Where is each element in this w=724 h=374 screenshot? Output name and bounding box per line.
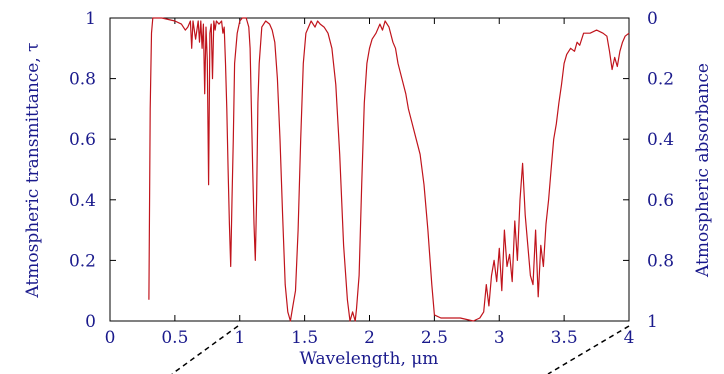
x-tick-label: 2 [364, 328, 375, 348]
x-tick-label: 1 [234, 328, 245, 348]
y-tick-label: 0.8 [69, 70, 96, 90]
y2-axis-title: Atmospheric absorbance [693, 63, 713, 278]
y2-tick-label: 0.6 [647, 191, 674, 211]
transmittance-line [149, 18, 629, 321]
x-tick-label: 1.5 [291, 328, 318, 348]
y-tick-label: 0.4 [69, 191, 96, 211]
y2-tick-label: 0.2 [647, 70, 674, 90]
left-axis-ticks: 0 0.2 0.4 0.6 0.8 1 [69, 9, 116, 332]
x-tick-label: 0.5 [161, 328, 188, 348]
x-tick-label: 3.5 [551, 328, 578, 348]
y-tick-label: 0 [85, 312, 96, 332]
y2-tick-label: 0.4 [647, 130, 674, 150]
x-tick-label: 0 [105, 328, 116, 348]
x-axis-title: Wavelength, μm [300, 349, 439, 369]
y2-tick-label: 0.8 [647, 251, 674, 271]
right-axis-ticks: 1 0.8 0.6 0.4 0.2 0 [623, 9, 674, 332]
y-tick-label: 0.6 [69, 130, 96, 150]
y2-tick-label: 0 [647, 9, 658, 29]
bottom-axis-ticks: 0 0.5 1 1.5 2 2.5 3 3.5 4 [105, 18, 635, 348]
y-tick-label: 0.2 [69, 251, 96, 271]
x-tick-label: 4 [624, 328, 635, 348]
y2-tick-label: 1 [647, 312, 658, 332]
y-axis-title: Atmospheric transmittance, τ [23, 42, 43, 298]
y-tick-label: 1 [85, 9, 96, 29]
x-tick-label: 3 [494, 328, 505, 348]
x-tick-label: 2.5 [421, 328, 448, 348]
